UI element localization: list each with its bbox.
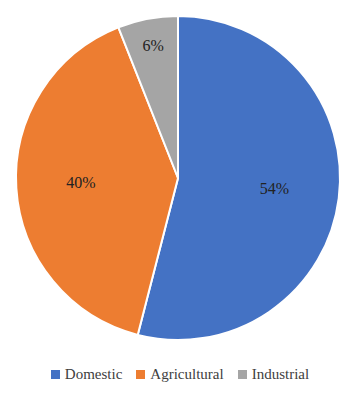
html-text:Agricultural: Agricultural xyxy=(150,366,224,382)
html-text:Domestic: Domestic xyxy=(64,366,123,382)
svg-text:6%: 6% xyxy=(142,37,163,54)
svg-text:54%: 54% xyxy=(260,180,289,197)
svg-text:40%: 40% xyxy=(66,174,95,191)
html-text:Industrial: Industrial xyxy=(251,366,310,382)
